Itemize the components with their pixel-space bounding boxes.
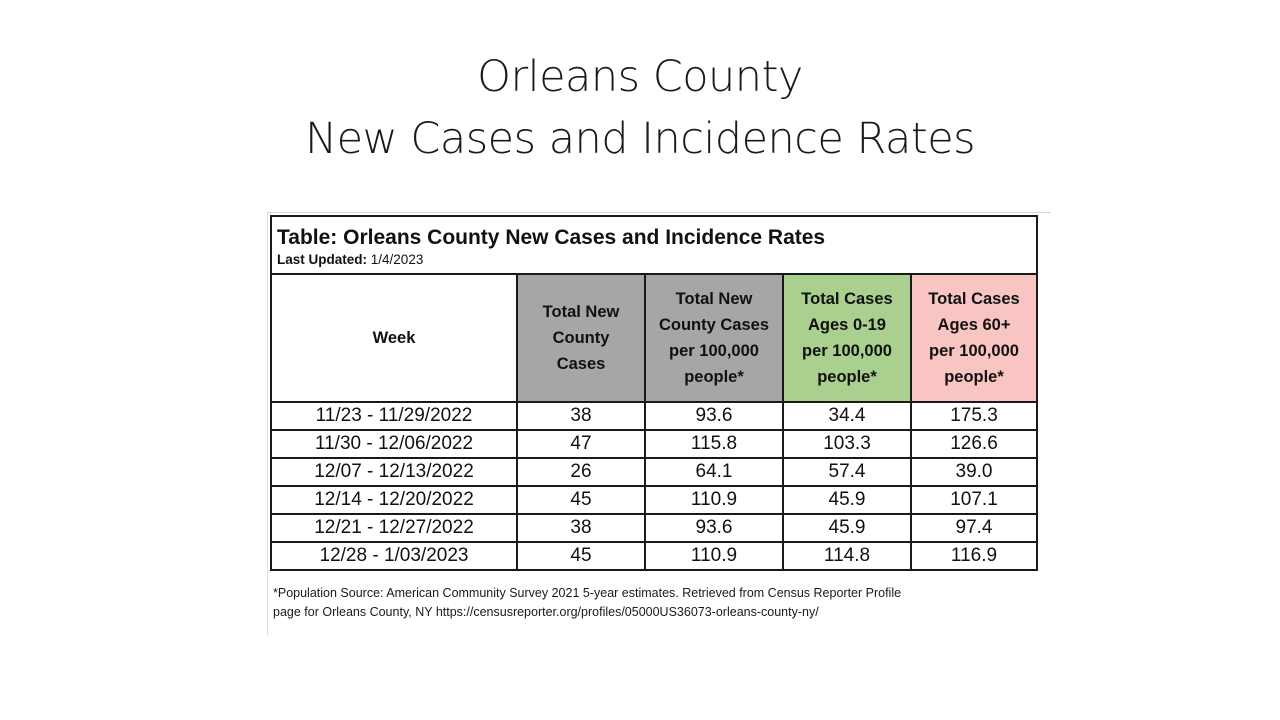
value-cell: 116.9 <box>910 541 1038 571</box>
table-row: 11/23 - 11/29/2022 38 93.6 34.4 175.3 <box>270 401 1038 431</box>
week-cell: 12/28 - 1/03/2023 <box>270 541 518 571</box>
value-cell: 115.8 <box>644 429 784 459</box>
footnote-line-1: *Population Source: American Community S… <box>273 586 902 600</box>
image-edge-top <box>267 212 1051 213</box>
value-cell: 45 <box>516 541 646 571</box>
last-updated: Last Updated: 1/4/2023 <box>277 251 1036 268</box>
value-cell: 126.6 <box>910 429 1038 459</box>
header-line: Ages 0-19 <box>808 316 886 334</box>
value-cell: 45 <box>516 485 646 515</box>
header-line: Week <box>372 329 416 347</box>
table-body: 11/23 - 11/29/2022 38 93.6 34.4 175.3 11/30 -… <box>270 401 1038 571</box>
value-cell: 64.1 <box>644 457 784 487</box>
cases-table-image: Table: Orleans County New Cases and Inci… <box>267 212 1051 636</box>
header-line: Total Cases <box>928 290 1020 308</box>
last-updated-label: Last Updated: <box>277 251 368 267</box>
week-cell: 12/14 - 12/20/2022 <box>270 485 518 515</box>
header-ages-0-19-per-100k: Total Cases Ages 0-19 per 100,000 people* <box>782 273 912 403</box>
value-cell: 103.3 <box>782 429 912 459</box>
table-row: 12/21 - 12/27/2022 38 93.6 45.9 97.4 <box>270 513 1038 543</box>
header-line: County Cases <box>658 316 770 334</box>
header-line: Ages 60+ <box>937 316 1011 334</box>
week-cell: 11/30 - 12/06/2022 <box>270 429 518 459</box>
table-row: 11/30 - 12/06/2022 47 115.8 103.3 126.6 <box>270 429 1038 459</box>
last-updated-value: 1/4/2023 <box>370 251 424 267</box>
header-line: per 100,000 <box>929 342 1019 360</box>
value-cell: 38 <box>516 401 646 431</box>
table-row: 12/14 - 12/20/2022 45 110.9 45.9 107.1 <box>270 485 1038 515</box>
table-row: 12/28 - 1/03/2023 45 110.9 114.8 116.9 <box>270 541 1038 571</box>
header-ages-60-plus-per-100k: Total Cases Ages 60+ per 100,000 people* <box>910 273 1038 403</box>
value-cell: 93.6 <box>644 513 784 543</box>
table-caption-row: Table: Orleans County New Cases and Inci… <box>270 215 1038 275</box>
week-cell: 11/23 - 11/29/2022 <box>270 401 518 431</box>
header-line: per 100,000 <box>669 342 759 360</box>
value-cell: 110.9 <box>644 485 784 515</box>
week-cell: 12/21 - 12/27/2022 <box>270 513 518 543</box>
value-cell: 175.3 <box>910 401 1038 431</box>
value-cell: 114.8 <box>782 541 912 571</box>
header-line: Total New <box>542 303 620 321</box>
table-header-row: Week Total New County Cases Total New County … <box>270 273 1038 403</box>
value-cell: 47 <box>516 429 646 459</box>
value-cell: 107.1 <box>910 485 1038 515</box>
table-row: 12/07 - 12/13/2022 26 64.1 57.4 39.0 <box>270 457 1038 487</box>
slide-title-line-1: Orleans County <box>477 52 803 102</box>
header-line: per 100,000 <box>802 342 892 360</box>
header-line: Total New <box>675 290 753 308</box>
value-cell: 45.9 <box>782 485 912 515</box>
value-cell: 93.6 <box>644 401 784 431</box>
cases-table: Table: Orleans County New Cases and Inci… <box>270 215 1038 571</box>
week-cell: 12/07 - 12/13/2022 <box>270 457 518 487</box>
header-line: Total Cases <box>801 290 893 308</box>
table-caption: Table: Orleans County New Cases and Inci… <box>277 225 826 249</box>
header-line: Cases <box>556 355 606 373</box>
table-caption-cell: Table: Orleans County New Cases and Inci… <box>270 215 1038 275</box>
table-footnote: *Population Source: American Community S… <box>273 584 1043 622</box>
header-line: County <box>552 329 610 347</box>
value-cell: 97.4 <box>910 513 1038 543</box>
value-cell: 39.0 <box>910 457 1038 487</box>
image-edge-left <box>267 212 268 636</box>
header-total-new-cases-per-100k: Total New County Cases per 100,000 people* <box>644 273 784 403</box>
slide-title-line-2: New Cases and Incidence Rates <box>304 114 976 164</box>
value-cell: 26 <box>516 457 646 487</box>
value-cell: 57.4 <box>782 457 912 487</box>
value-cell: 38 <box>516 513 646 543</box>
value-cell: 110.9 <box>644 541 784 571</box>
header-line: people* <box>944 368 1004 386</box>
header-line: people* <box>817 368 877 386</box>
footnote-line-2: page for Orleans County, NY https://cens… <box>273 605 819 619</box>
header-line: people* <box>684 368 744 386</box>
slide-title: Orleans County New Cases and Incidence R… <box>0 46 1280 170</box>
header-week: Week <box>270 273 518 403</box>
header-total-new-county-cases: Total New County Cases <box>516 273 646 403</box>
value-cell: 34.4 <box>782 401 912 431</box>
value-cell: 45.9 <box>782 513 912 543</box>
